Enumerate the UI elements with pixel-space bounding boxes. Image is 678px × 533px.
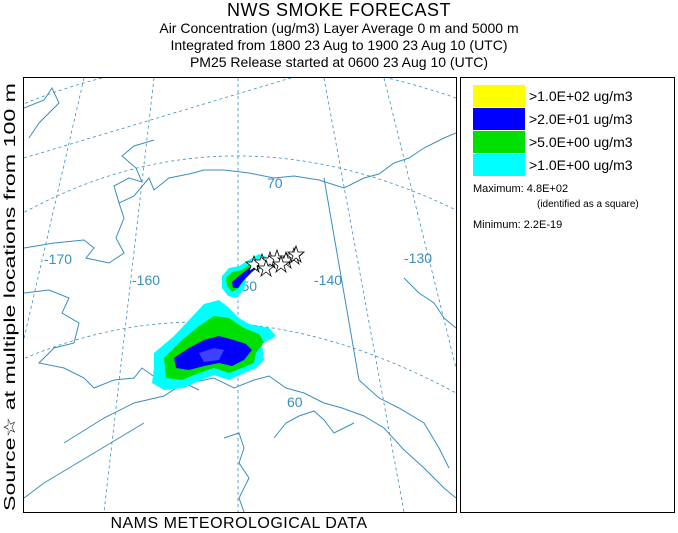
legend-swatch-cyan	[473, 154, 525, 176]
source-side-label: Source☆ at multiple locations from 100 m	[0, 77, 20, 511]
legend-label-2: >2.0E+01 ug/m3	[529, 111, 633, 127]
fire-source-markers	[244, 244, 306, 278]
smoke-map: -170 -160 -150 -140 -130 70 60	[23, 77, 457, 513]
concentration-subtitle: Air Concentration (ug/m3) Layer Average …	[159, 20, 519, 36]
source-star	[256, 258, 276, 278]
minimum-stat: Minimum: 2.2E-19	[473, 218, 562, 232]
legend-swatch-yellow	[473, 85, 525, 107]
lat-label-60: 60	[287, 394, 303, 410]
coastline	[24, 86, 456, 512]
map-svg: -170 -160 -150 -140 -130 70 60	[24, 78, 456, 512]
maximum-note: (identified as a square)	[537, 199, 639, 210]
graticule	[24, 78, 456, 512]
legend-panel: >1.0E+02 ug/m3 >2.0E+01 ug/m3 >5.0E+00 u…	[460, 77, 675, 513]
lon-label-170: -170	[44, 251, 72, 267]
forecast-title: NWS SMOKE FORECAST	[226, 0, 451, 20]
legend-swatch-green	[473, 131, 525, 153]
meteorological-data-footer: NAMS METEOROLOGICAL DATA	[110, 515, 368, 532]
legend-swatch-blue	[473, 108, 525, 130]
legend-label-1: >1.0E+02 ug/m3	[529, 88, 633, 104]
lon-label-130: -130	[404, 250, 432, 266]
maximum-label: Maximum:	[473, 183, 524, 195]
maximum-stat: Maximum: 4.8E+02	[473, 182, 568, 196]
lon-label-140: -140	[314, 272, 342, 288]
maximum-value: 4.8E+02	[526, 183, 569, 195]
side-label-text: Source☆ at multiple locations from 100 m	[2, 83, 19, 511]
legend-label-4: >1.0E+00 ug/m3	[529, 157, 633, 173]
source-star	[286, 244, 306, 264]
lon-label-160: -160	[132, 272, 160, 288]
smoke-plume-south	[152, 300, 276, 390]
integration-period: Integrated from 1800 23 Aug to 1900 23 A…	[170, 37, 508, 53]
minimum-value: 2.2E-19	[523, 219, 563, 231]
lat-label-70: 70	[267, 175, 283, 191]
source-star	[271, 254, 291, 274]
release-info: PM25 Release started at 0600 23 Aug 10 (…	[189, 54, 489, 70]
minimum-label: Minimum:	[473, 219, 521, 231]
legend-label-3: >5.0E+00 ug/m3	[529, 134, 633, 150]
